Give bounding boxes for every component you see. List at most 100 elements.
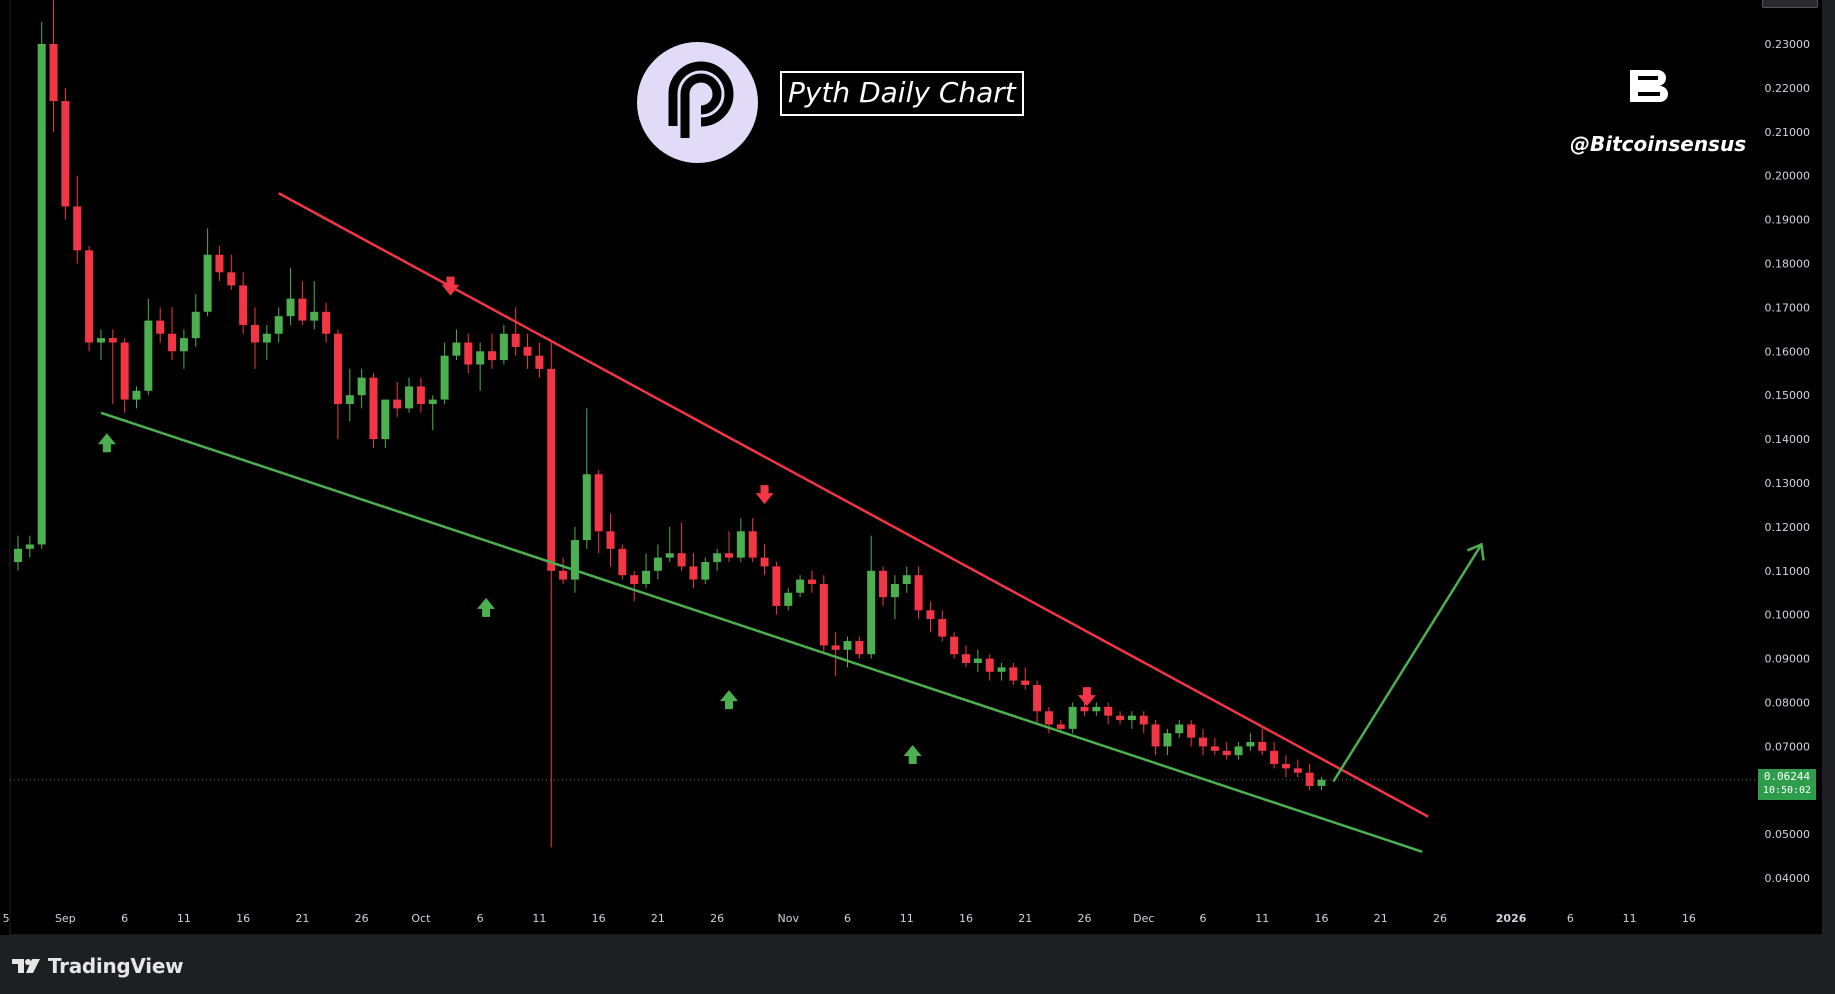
candle-body — [855, 641, 864, 655]
candle-body — [713, 553, 722, 563]
support-trendline — [100, 411, 1423, 853]
candle-body — [642, 570, 651, 584]
x-axis-tick-label: 11 — [1255, 912, 1269, 925]
candle-body — [594, 474, 603, 532]
candle-body — [570, 540, 579, 580]
candlestick-chart[interactable]: 0.23000 0.22000 0.21000 0.20000 0.19000 0.180… — [0, 0, 1835, 935]
y-axis-tick-label: 0.04000 — [1765, 872, 1811, 885]
y-axis-tick-label: 0.05000 — [1765, 828, 1811, 841]
candle-body — [1033, 684, 1042, 712]
y-axis-tick-label: 0.08000 — [1765, 697, 1811, 710]
x-axis-tick-label: 11 — [1623, 912, 1637, 925]
candle-body — [1234, 746, 1243, 756]
candle-body — [25, 544, 34, 549]
candle-body — [96, 338, 105, 343]
candle-body — [736, 531, 745, 558]
candle-body — [902, 575, 911, 584]
x-axis-tick-label: 11 — [532, 912, 546, 925]
x-axis-tick-label: 16 — [236, 912, 250, 925]
candle-body — [452, 342, 461, 356]
candle-body — [962, 654, 970, 663]
y-axis-tick-label: 0.23000 — [1765, 38, 1811, 51]
candle-body — [322, 311, 331, 334]
y-axis-tick-label: 0.16000 — [1765, 345, 1811, 358]
candle-body — [144, 320, 153, 391]
y-axis-tick-label: 0.09000 — [1765, 653, 1811, 666]
tradingview-branding[interactable]: TradingView — [12, 954, 184, 978]
candle-body — [132, 390, 141, 400]
candle-body — [14, 548, 22, 563]
candle-body — [997, 667, 1006, 672]
x-axis-tick-label: 6 — [1567, 912, 1574, 925]
x-axis-tick-label: 16 — [1682, 912, 1696, 925]
chart-area[interactable]: 0.23000 0.22000 0.21000 0.20000 0.19000 0.180… — [0, 0, 1835, 935]
candle-body — [914, 575, 923, 611]
up-arrow-marker-icon — [903, 744, 922, 764]
candle-body — [701, 562, 710, 580]
candle-body — [926, 610, 935, 620]
pyth-logo-icon — [637, 42, 758, 163]
y-axis-tick-label: 0.07000 — [1765, 740, 1811, 753]
candle-body — [369, 377, 378, 440]
candle-body — [1056, 724, 1065, 729]
x-axis-tick-label: Nov — [778, 912, 800, 925]
candle-body — [1139, 715, 1148, 725]
candle-body — [1009, 667, 1018, 681]
candle-body — [1258, 742, 1267, 751]
candle-body — [973, 658, 982, 663]
candle-body — [345, 395, 354, 404]
y-axis-tick-label: 0.21000 — [1765, 126, 1811, 139]
x-axis-tick-label: 16 — [592, 912, 606, 925]
candle-body — [1068, 706, 1077, 729]
x-axis-tick-label: 21 — [1374, 912, 1388, 925]
candle-body — [843, 641, 852, 650]
up-arrow-marker-icon — [477, 597, 496, 617]
candle-body — [37, 44, 46, 545]
candle-body — [1210, 746, 1219, 751]
candle-body — [1317, 779, 1326, 786]
candle-body — [476, 351, 485, 365]
x-axis-tick-label: 26 — [1078, 912, 1092, 925]
right-scrollbar[interactable] — [1822, 0, 1835, 935]
tradingview-logo-icon — [12, 959, 40, 973]
candle-body — [831, 645, 840, 650]
candle-body — [985, 658, 994, 672]
candle-body — [523, 346, 532, 356]
candle-body — [203, 254, 212, 312]
candle-body — [1270, 750, 1279, 764]
x-axis-tick-label: 21 — [651, 912, 665, 925]
candle-body — [1199, 737, 1207, 747]
candle-body — [511, 333, 520, 347]
breakout-arrow-icon — [1332, 543, 1483, 783]
candle-body — [357, 377, 366, 396]
candle-body — [73, 206, 82, 251]
candle-body — [120, 342, 129, 400]
x-axis-tick-label: 21 — [1018, 912, 1032, 925]
resistance-trendline — [278, 192, 1429, 818]
x-axis-tick-label: 26 — [355, 912, 369, 925]
down-arrow-marker-icon — [441, 276, 460, 296]
candle-body — [286, 298, 295, 317]
down-arrow-marker-icon — [1077, 687, 1096, 707]
candle-body — [108, 338, 117, 343]
x-axis-tick-label: Sep — [55, 912, 76, 925]
candle-body — [49, 44, 58, 102]
candle-body — [653, 557, 662, 571]
candle-body — [191, 311, 200, 339]
candle-body — [1151, 724, 1160, 747]
y-axis-tick-label: 0.13000 — [1765, 477, 1811, 490]
candle-body — [310, 311, 319, 321]
candle-body — [1293, 768, 1302, 773]
candle-body — [85, 250, 94, 343]
top-price-badge — [1762, 0, 1818, 8]
candle-body — [416, 386, 425, 404]
x-axis-tick-label: 11 — [177, 912, 191, 925]
up-arrow-marker-icon — [97, 433, 116, 453]
candle-body — [950, 636, 959, 655]
candle-body — [760, 557, 769, 567]
candle-body — [890, 583, 899, 598]
y-axis-tick-label: 0.18000 — [1765, 258, 1811, 271]
candle-body — [1187, 724, 1196, 738]
candle-body — [464, 342, 473, 365]
y-axis-tick-label: 0.11000 — [1765, 565, 1811, 578]
